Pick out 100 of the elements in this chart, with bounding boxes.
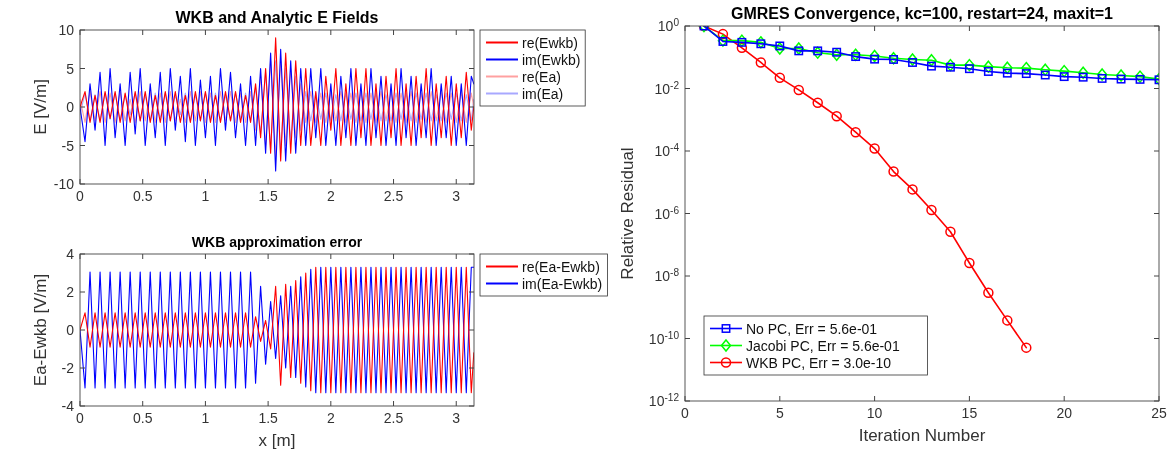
point xyxy=(983,60,994,73)
point xyxy=(850,126,861,138)
y-tick-label: 10$^{-8}$ xyxy=(654,266,680,284)
x-tick-label: 1.5 xyxy=(258,188,279,204)
legend-label: Jacobi PC, Err = 5.6e-01 xyxy=(746,337,900,354)
point xyxy=(907,184,918,195)
point xyxy=(1002,68,1012,78)
point xyxy=(831,48,842,62)
x-tick-label: 0.5 xyxy=(132,188,153,204)
line-series xyxy=(80,266,474,394)
point xyxy=(717,28,729,40)
y-tick-label: 10$^{-6}$ xyxy=(654,204,680,222)
point xyxy=(983,287,994,299)
legend-label: WKB PC, Err = 3.0e-10 xyxy=(746,354,892,371)
point xyxy=(1059,72,1069,82)
y-tick-label: -5 xyxy=(61,137,75,154)
x-tick-label: 2.5 xyxy=(383,410,404,426)
point xyxy=(945,58,956,72)
x-tick-label: 0 xyxy=(76,188,85,204)
point xyxy=(1002,315,1013,326)
point xyxy=(945,62,955,72)
chart-title: WKB and Analytic E Fields xyxy=(175,9,379,26)
y-tick-label: 10$^{-10}$ xyxy=(648,329,680,347)
x-tick-label: 0.5 xyxy=(132,410,153,426)
x-tick-label: 1 xyxy=(201,410,210,426)
point xyxy=(888,166,899,177)
y-tick-label: 5 xyxy=(66,60,75,77)
line-series xyxy=(80,48,474,172)
point xyxy=(983,67,993,76)
y-tick-label: 0 xyxy=(66,322,75,338)
legend-label: im(Ea) xyxy=(522,85,564,102)
point xyxy=(869,143,880,154)
legend-label: re(Ea) xyxy=(522,68,561,85)
x-tick-label: 1.5 xyxy=(258,410,279,426)
point xyxy=(1078,72,1088,82)
point xyxy=(1097,73,1107,83)
y-tick-label: 10 xyxy=(58,22,75,38)
legend-label: im(Ewkb) xyxy=(522,51,581,68)
x-tick-label: 2.5 xyxy=(383,188,404,204)
point xyxy=(1039,63,1051,76)
y-tick-label: 10$^{-12}$ xyxy=(648,391,680,409)
x-axis-title: Iteration Number xyxy=(858,426,986,445)
x-tick-label: 5 xyxy=(775,405,784,421)
point xyxy=(870,54,880,64)
y-tick-label: -4 xyxy=(61,398,75,414)
point xyxy=(812,97,823,108)
point xyxy=(1021,61,1032,75)
point xyxy=(869,49,880,63)
point xyxy=(1115,69,1127,82)
point xyxy=(774,72,786,84)
x-tick-label: 10 xyxy=(866,405,883,421)
point xyxy=(888,51,899,65)
point xyxy=(945,226,956,238)
point xyxy=(1002,61,1013,75)
point xyxy=(850,48,861,62)
x-tick-label: 0 xyxy=(681,405,690,421)
y-tick-label: -10 xyxy=(53,176,75,192)
y-tick-label: 2 xyxy=(66,284,75,300)
x-tick-label: 3 xyxy=(452,188,461,204)
point xyxy=(832,47,842,57)
x-axis-title: x [m] xyxy=(258,431,296,450)
x-tick-label: 25 xyxy=(1151,405,1167,421)
y-tick-label: -2 xyxy=(61,360,75,376)
x-tick-label: 2 xyxy=(326,188,335,204)
y-tick-label: 10$^{-2}$ xyxy=(654,79,680,97)
point xyxy=(774,42,786,55)
x-tick-label: 1 xyxy=(201,188,210,204)
point xyxy=(1058,64,1070,78)
x-tick-label: 3 xyxy=(452,410,461,426)
point xyxy=(927,61,936,71)
point xyxy=(926,204,937,216)
y-axis-title: Relative Residual xyxy=(618,147,637,280)
point xyxy=(964,64,974,74)
point xyxy=(907,53,918,66)
point xyxy=(964,257,975,269)
y-axis-title: Ea-Ewkb [V/m] xyxy=(31,273,50,387)
chart-title: GMRES Convergence, kc=100, restart=24, maxit=1 xyxy=(731,5,1114,22)
point xyxy=(831,110,842,122)
point xyxy=(1021,69,1031,79)
point xyxy=(851,52,861,62)
point xyxy=(889,55,899,64)
y-axis-title: E [V/m] xyxy=(31,79,50,135)
chart-title: WKB approximation error xyxy=(191,234,363,250)
x-tick-label: 15 xyxy=(961,405,978,421)
point xyxy=(1021,342,1032,353)
y-tick-label: 4 xyxy=(66,246,75,262)
point xyxy=(964,58,975,72)
point xyxy=(1116,74,1126,84)
point xyxy=(793,42,805,55)
legend-label: re(Ewkb) xyxy=(522,34,579,51)
legend-label: im(Ea-Ewkb) xyxy=(522,275,603,292)
y-tick-label: 10$^{-4}$ xyxy=(654,141,680,159)
y-tick-label: 0 xyxy=(66,99,75,115)
point xyxy=(926,54,937,67)
point xyxy=(1096,68,1108,81)
point xyxy=(793,84,805,96)
point xyxy=(1040,70,1050,80)
legend-label: No PC, Err = 5.6e-01 xyxy=(746,320,878,337)
x-tick-label: 2 xyxy=(326,410,335,426)
y-tick-label: 10$^{0}$ xyxy=(657,16,680,34)
